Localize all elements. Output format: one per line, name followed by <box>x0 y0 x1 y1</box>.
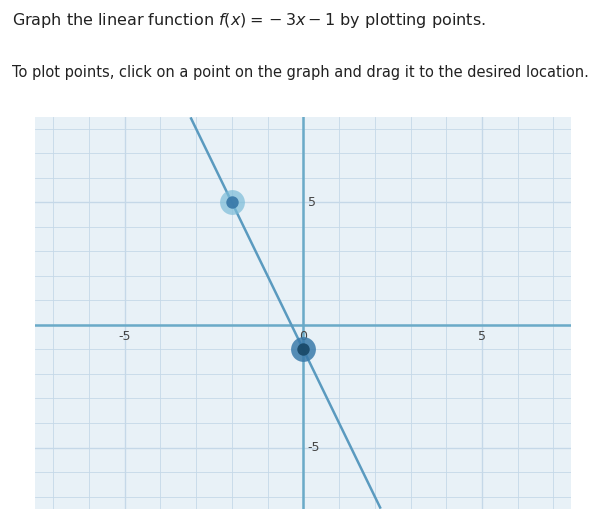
Text: -5: -5 <box>307 441 320 454</box>
Point <box>299 345 308 354</box>
Text: 0: 0 <box>299 330 307 343</box>
Point <box>227 198 237 207</box>
Point <box>299 345 308 354</box>
Text: Sorry, that’s incorrect. Try again?: Sorry, that’s incorrect. Try again? <box>15 105 319 120</box>
Text: 5: 5 <box>478 330 486 343</box>
Point <box>227 198 237 207</box>
Text: -5: -5 <box>118 330 131 343</box>
Text: To plot points, click on a point on the graph and drag it to the desired locatio: To plot points, click on a point on the … <box>12 65 588 80</box>
Text: Graph the linear function $f(x) = -3x - 1$ by plotting points.: Graph the linear function $f(x) = -3x - … <box>12 11 485 30</box>
Text: 5: 5 <box>307 196 316 209</box>
